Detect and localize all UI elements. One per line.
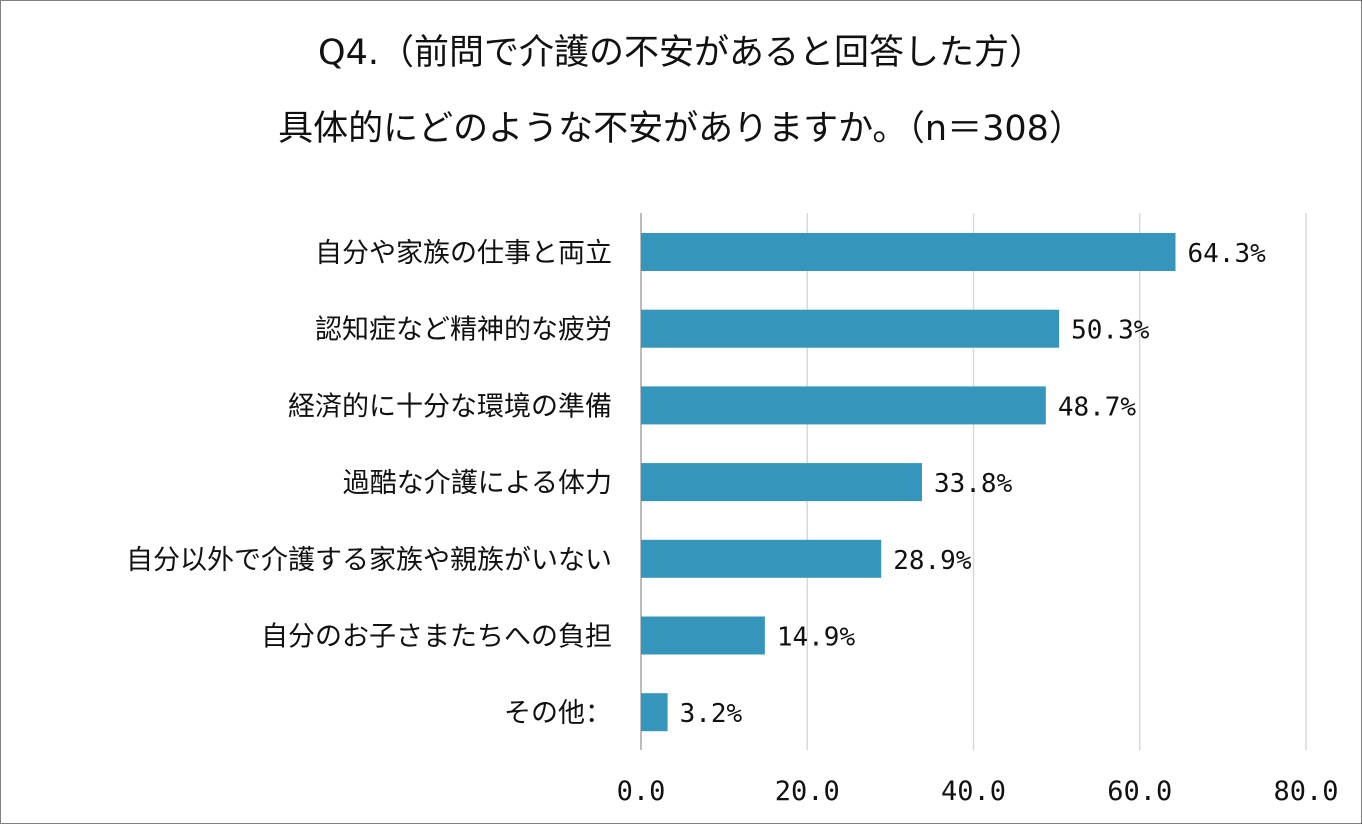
bar	[641, 616, 765, 655]
x-tick-label: 20.0	[775, 776, 840, 807]
bar	[641, 463, 922, 502]
bar	[641, 233, 1176, 271]
x-tick-label: 40.0	[941, 776, 1006, 807]
data-label: 50.3%	[1071, 316, 1150, 346]
data-label: 33.8%	[934, 469, 1013, 499]
category-label: 自分以外で介護する家族や親族がいない	[126, 545, 612, 576]
category-label: 過酷な介護による体力	[343, 468, 612, 499]
data-label: 3.2%	[680, 699, 743, 729]
chart-title-line1: Q4.（前問で介護の不安があると回答した方）	[318, 33, 1044, 73]
chart-title-line2: 具体的にどのような不安がありますか。（n＝308）	[278, 109, 1084, 149]
bar	[641, 386, 1046, 425]
category-label: 認知症など精神的な疲労	[315, 315, 612, 346]
bar	[641, 693, 668, 732]
data-label: 64.3%	[1187, 239, 1266, 269]
category-label: 自分のお子さまたちへの負担	[261, 622, 612, 653]
category-label: 自分や家族の仕事と両立	[315, 238, 612, 269]
data-label: 14.9%	[777, 623, 856, 653]
data-label: 28.9%	[893, 546, 972, 576]
category-label: 経済的に十分な環境の準備	[288, 391, 612, 422]
data-label: 48.7%	[1058, 392, 1137, 422]
x-tick-label: 80.0	[1273, 776, 1338, 807]
x-tick-label: 0.0	[617, 776, 666, 807]
x-tick-label: 60.0	[1107, 776, 1172, 807]
bar	[641, 539, 882, 578]
category-label: その他：	[504, 698, 612, 729]
bar	[641, 309, 1060, 348]
